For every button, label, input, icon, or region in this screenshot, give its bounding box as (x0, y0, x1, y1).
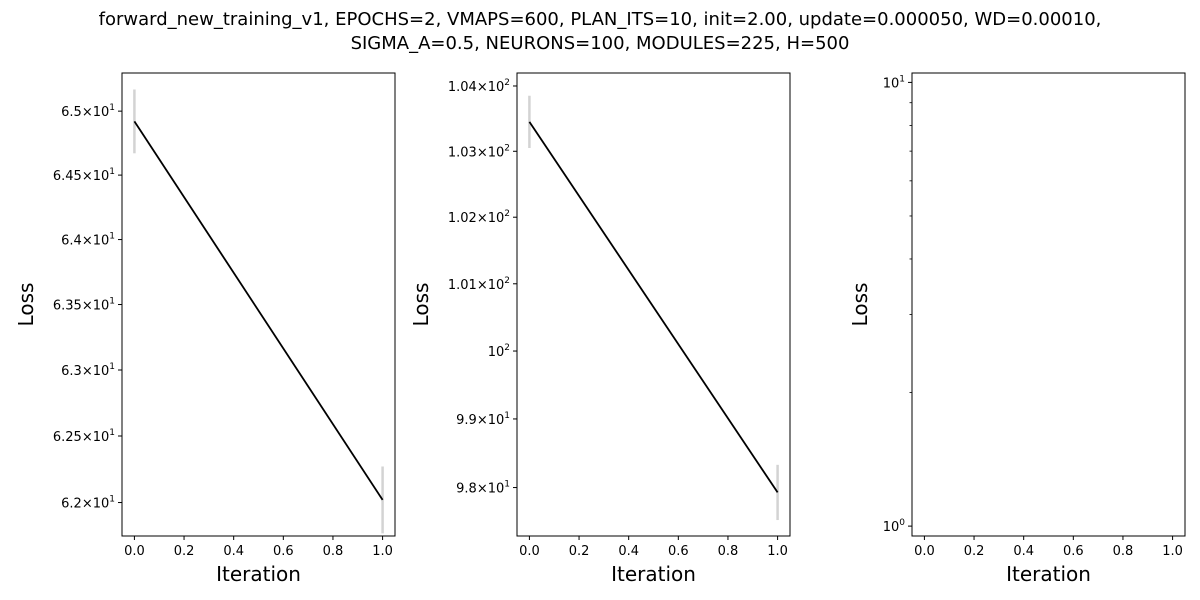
x-tick-label: 1.0 (372, 544, 393, 559)
x-tick-label: 0.4 (618, 544, 639, 559)
x-axis-label: Iteration (216, 562, 301, 586)
x-tick-label: 0.4 (223, 544, 244, 559)
x-tick-label: 0.4 (1013, 544, 1034, 559)
figure-title-line-1: forward_new_training_v1, EPOCHS=2, VMAPS… (98, 9, 1102, 30)
x-tick-label: 1.0 (767, 544, 788, 559)
subplot-3: 0.0 0.2 0.4 0.6 0.8 1.0 100 101 Iteration Loss (848, 72, 1186, 586)
x-axis-label: Iteration (611, 562, 696, 586)
y-tick-label: 6.4×101 (61, 232, 115, 249)
y-tick-label: 6.3×101 (61, 362, 115, 379)
y-tick-label: 1.04×102 (448, 78, 510, 95)
x-tick-label: 0.8 (323, 544, 344, 559)
y-tick-label: 100 (883, 518, 906, 535)
x-tick-label: 0.0 (914, 544, 935, 559)
y-axis-label: Loss (409, 283, 433, 327)
x-tick-label: 0.8 (718, 544, 739, 559)
subplot-2: 0.0 0.2 0.4 0.6 0.8 1.0 9.8×101 9.9×101 102 1.01×… (409, 72, 791, 586)
y-tick-label: 9.9×101 (456, 411, 510, 428)
x-tick-label: 0.2 (964, 544, 985, 559)
y-tick-label: 1.03×102 (448, 143, 510, 160)
y-tick-label: 6.45×101 (53, 167, 115, 184)
subplot-1: 0.0 0.2 0.4 0.6 0.8 1.0 6.2×101 6.25×101 6.3×101… (14, 72, 396, 586)
x-tick-label: 0.2 (174, 544, 195, 559)
series-line (528, 121, 779, 493)
x-tick-label: 0.2 (569, 544, 590, 559)
x-axis-label: Iteration (1006, 562, 1091, 586)
x-tick-label: 0.6 (1063, 544, 1084, 559)
y-tick-label: 9.8×101 (456, 480, 510, 497)
x-tick-label: 0.0 (124, 544, 145, 559)
y-tick-label: 102 (488, 343, 510, 360)
y-tick-label: 101 (883, 74, 905, 91)
y-axis-label: Loss (14, 283, 38, 327)
x-tick-label: 0.6 (273, 544, 294, 559)
axes-frame (516, 72, 791, 537)
x-tick-label: 1.0 (1162, 544, 1183, 559)
y-tick-label: 1.01×102 (448, 276, 510, 293)
y-tick-label: 6.35×101 (53, 297, 115, 314)
axes-frame (911, 72, 1186, 537)
axes-frame (121, 72, 396, 537)
figure-title-line-2: SIGMA_A=0.5, NEURONS=100, MODULES=225, H… (350, 33, 850, 54)
y-tick-label: 6.5×101 (61, 103, 115, 120)
x-tick-label: 0.6 (668, 544, 689, 559)
y-tick-label: 1.02×102 (448, 209, 510, 226)
y-tick-label: 6.25×101 (53, 428, 115, 445)
x-tick-label: 0.0 (519, 544, 540, 559)
y-axis-label: Loss (848, 283, 872, 327)
x-tick-label: 0.8 (1113, 544, 1134, 559)
y-tick-label: 6.2×101 (61, 495, 115, 512)
series-line (133, 120, 384, 501)
